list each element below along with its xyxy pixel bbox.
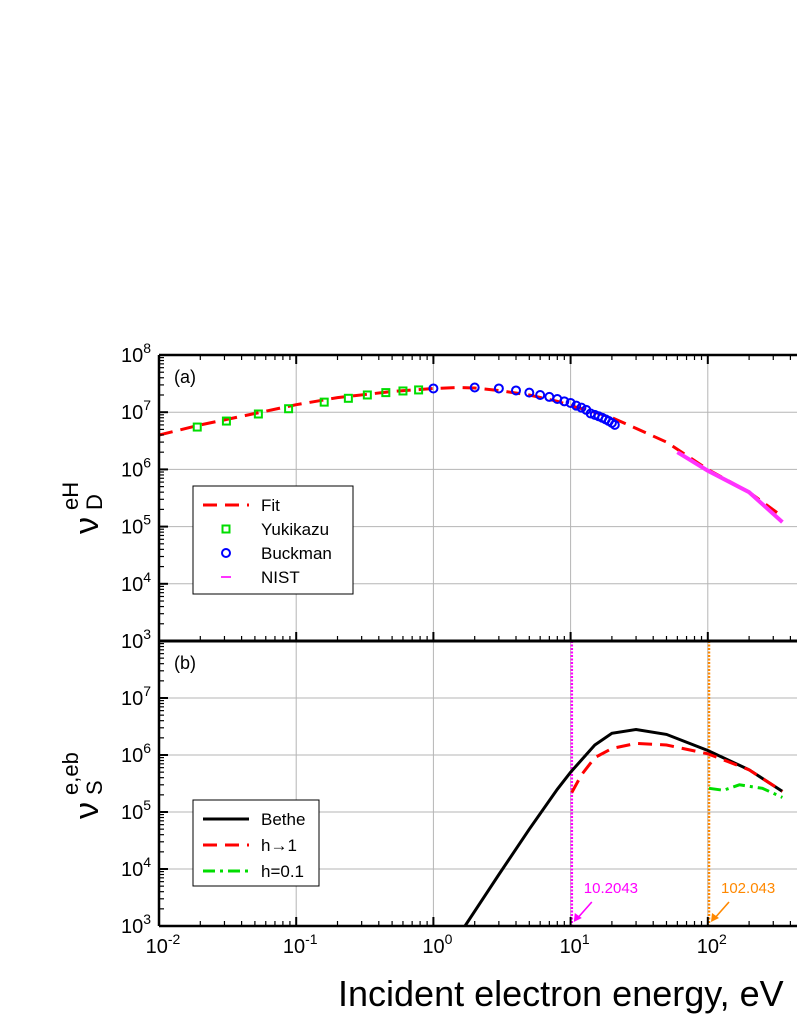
series-bethe-line <box>463 727 784 926</box>
threshold-arrow <box>713 901 730 920</box>
series-h-1-line <box>570 741 784 794</box>
buckman-point <box>571 400 582 411</box>
yukikazu-point <box>381 388 391 398</box>
y-axis-symbol: ν <box>68 802 106 819</box>
y-tick-label: 106 <box>121 740 151 767</box>
y-axis-subscript: S <box>82 780 107 795</box>
threshold-arrowhead <box>711 913 720 922</box>
panel-b-legend: Bethe h→1 h=0.1 <box>192 799 320 887</box>
buckman-point <box>428 383 439 394</box>
threshold-label: 10.2043 <box>584 880 638 897</box>
y-tick-label: 108 <box>121 340 151 367</box>
x-tick-label: 101 <box>560 931 590 958</box>
yukikazu-point <box>398 386 408 396</box>
y-tick-label: 107 <box>121 397 151 424</box>
x-tick-label: 100 <box>422 931 452 958</box>
panel-b-plot <box>463 641 784 926</box>
legend-label: Yukikazu <box>261 520 329 539</box>
legend-label: h=0.1 <box>261 862 304 881</box>
y-axis-superscript: eH <box>58 482 83 510</box>
buckman-point <box>544 391 555 402</box>
legend-marker <box>221 524 231 534</box>
buckman-point <box>576 402 587 413</box>
panel-label: (b) <box>174 653 196 673</box>
series-nist-line <box>676 450 784 524</box>
y-tick-label: 103 <box>121 911 151 938</box>
panel-a-legend: Fit Yukikazu Buckman NIST <box>192 485 354 595</box>
yukikazu-point <box>362 390 372 400</box>
threshold-arrow <box>576 901 593 920</box>
yukikazu-point <box>343 393 353 403</box>
yukikazu-point <box>319 397 329 407</box>
y-tick-label: 105 <box>121 797 151 824</box>
buckman-point <box>469 382 480 393</box>
buckman-point <box>535 389 546 400</box>
threshold-arrowhead <box>573 913 582 922</box>
y-axis-subscript: D <box>82 494 107 510</box>
buckman-point <box>559 396 570 407</box>
y-axis-superscript: e,eb <box>58 752 83 795</box>
axis-labels: 10-2 10-1 100 101 102 103 104 105 106 107 108 103 10… <box>58 340 784 1014</box>
panel-b-annotations: 10.2043 102.043 <box>573 880 775 922</box>
axes-frame <box>157 353 797 928</box>
panel-a-ylabel: ν eH D <box>58 482 107 534</box>
y-tick-label: 104 <box>121 569 151 596</box>
legend-label: Bethe <box>261 810 305 829</box>
x-tick-label: 10-2 <box>146 931 181 958</box>
threshold-label: 102.043 <box>721 880 775 897</box>
series-h-0-1-line <box>708 783 784 799</box>
buckman-point <box>609 419 620 430</box>
panel-a-plot <box>159 382 784 524</box>
x-tick-label: 10-1 <box>283 931 318 958</box>
panel-label: (a) <box>174 367 196 387</box>
y-tick-label: 104 <box>121 854 151 881</box>
y-tick-label: 107 <box>121 683 151 710</box>
y-tick-label: 105 <box>121 512 151 539</box>
series-fit-line <box>159 385 784 518</box>
y-tick-label: 106 <box>121 454 151 481</box>
legend-label: NIST <box>261 568 300 587</box>
yukikazu-point <box>192 422 202 432</box>
yukikazu-point <box>284 404 294 414</box>
yukikazu-point <box>253 409 263 419</box>
legend-label: h→1 <box>261 836 297 855</box>
yukikazu-point <box>414 385 424 395</box>
panel-b-ylabel: ν e,eb S <box>58 752 107 819</box>
legend-label: Fit <box>261 496 280 515</box>
yukikazu-point <box>221 416 231 426</box>
legend-box <box>192 485 354 595</box>
y-axis-symbol: ν <box>68 517 106 534</box>
x-tick-label: 102 <box>697 931 727 958</box>
buckman-point <box>524 387 535 398</box>
x-axis-title: Incident electron energy, eV <box>338 973 784 1014</box>
y-tick-label: 103 <box>121 626 151 653</box>
legend-label: Buckman <box>261 544 332 563</box>
buckman-point <box>493 383 504 394</box>
legend-marker <box>221 548 231 558</box>
buckman-point <box>511 385 522 396</box>
